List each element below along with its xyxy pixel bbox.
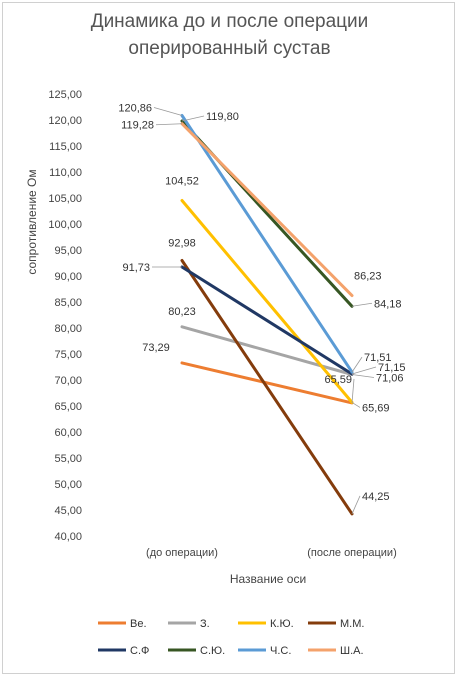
y-tick-label: 115,00 [49, 141, 82, 153]
y-tick-label: 95,00 [54, 245, 82, 257]
data-label: 91,73 [122, 262, 150, 274]
data-label: 120,86 [118, 103, 152, 115]
leader-line [351, 374, 375, 378]
y-axis-ticks: 40,00 45,00 50,00 55,00 60,00 65,00 70,00 75,00… [48, 89, 82, 543]
leader-line [181, 115, 205, 122]
legend-label: М.М. [340, 618, 364, 630]
legend-label: Ве. [130, 618, 147, 630]
y-tick-label: 105,00 [48, 193, 82, 205]
y-tick-label: 75,00 [54, 349, 82, 361]
y-tick-label: 60,00 [54, 427, 82, 439]
data-label: 119,28 [121, 120, 154, 132]
y-tick-label: 120,00 [48, 115, 82, 127]
leader-line [351, 366, 377, 375]
y-tick-label: 80,00 [54, 323, 82, 335]
chart-frame [2, 2, 455, 674]
y-tick-label: 50,00 [54, 479, 82, 491]
data-label: 92,98 [168, 238, 196, 250]
leader-line [155, 123, 183, 126]
data-label: 73,29 [142, 342, 170, 354]
leader-line [351, 495, 361, 515]
leader-line [351, 356, 363, 373]
y-tick-label: 90,00 [54, 271, 82, 283]
legend: Ве. З. К.Ю. М.М. С.Ф С.Ю. Ч.С. Ш.А. [98, 618, 364, 657]
x-axis-title: Название оси [230, 572, 306, 586]
series-line [180, 114, 354, 374]
data-label: 65,59 [324, 374, 352, 386]
leader-line [351, 402, 361, 408]
data-label: 65,69 [362, 402, 390, 414]
data-label: 71,15 [378, 362, 406, 374]
legend-label: З. [200, 618, 210, 630]
data-label: 119,80 [206, 111, 239, 123]
y-tick-label: 65,00 [54, 401, 82, 413]
legend-label: Ш.А. [340, 645, 364, 657]
x-tick-label: (до операции) [146, 547, 218, 559]
y-tick-label: 125,00 [48, 89, 82, 101]
data-label: 71,06 [376, 372, 404, 384]
series-line [180, 199, 354, 404]
series-line [180, 265, 354, 376]
y-axis-title: сопротивление Ом [25, 169, 39, 274]
leader-line [351, 378, 355, 403]
leader-lines [152, 107, 377, 515]
series-lines [180, 114, 354, 516]
y-tick-label: 70,00 [54, 375, 82, 387]
legend-label: Ч.С. [270, 645, 291, 657]
data-label: 71,51 [364, 352, 392, 364]
series-line [180, 122, 354, 298]
y-tick-label: 100,00 [48, 219, 82, 231]
legend-label: С.Ю. [200, 645, 225, 657]
chart-title: Динамика до и после операции оперированн… [0, 8, 459, 62]
data-label: 80,23 [168, 306, 196, 318]
y-tick-label: 45,00 [54, 505, 82, 517]
data-label: 84,18 [374, 298, 402, 310]
data-label: 86,23 [354, 271, 382, 283]
legend-label: К.Ю. [270, 618, 294, 630]
y-tick-label: 40,00 [54, 531, 82, 543]
x-tick-label: (после операции) [307, 547, 397, 559]
series-line [180, 259, 354, 516]
leader-line [351, 302, 373, 307]
series-line [180, 361, 354, 405]
data-label: 44,25 [362, 491, 390, 503]
data-labels: 73,29 65,59 80,23 71,06 104,52 65,69 92,98 44,2… [118, 103, 405, 503]
leader-line [153, 107, 183, 116]
chart-title-line1: Динамика до и после операции [90, 11, 369, 32]
y-tick-label: 55,00 [54, 453, 82, 465]
chart-title-line2: оперированный сустав [128, 38, 331, 59]
x-axis-ticks: (до операции) (после операции) [146, 547, 397, 559]
legend-label: С.Ф [130, 645, 149, 657]
y-tick-label: 85,00 [54, 297, 82, 309]
y-tick-label: 110,00 [49, 167, 82, 179]
data-label: 104,52 [165, 175, 199, 187]
